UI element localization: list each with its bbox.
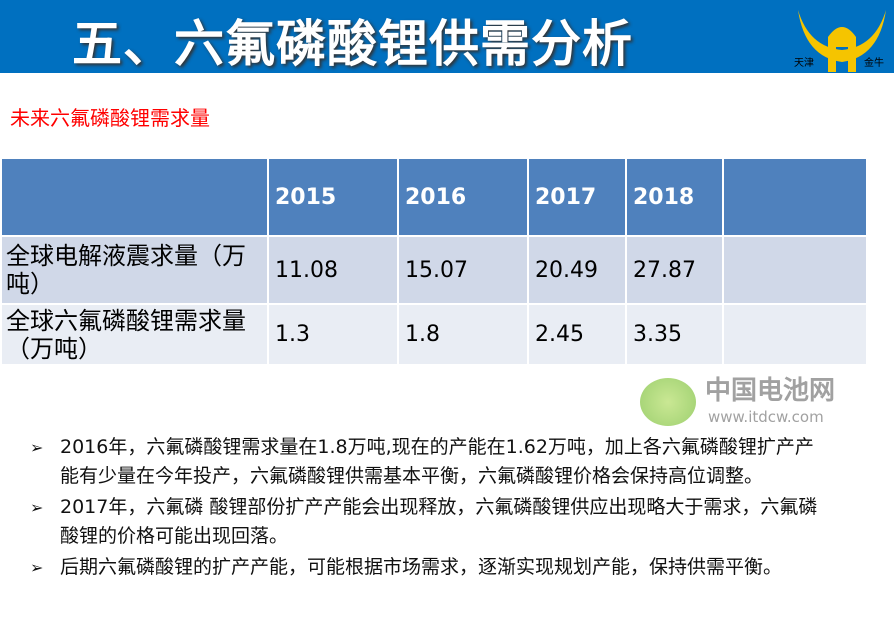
bullet-text: 2016年，六氟磷酸锂需求量在1.8万吨,现在的产能在1.62万吨，加上各六氟磷… — [60, 436, 814, 487]
bullet-item: ➢ 后期六氟磷酸锂的扩产产能，可能根据市场需求，逐渐实现规划产能，保持供需平衡。 — [30, 553, 830, 582]
header-cell: 2016 — [397, 157, 529, 237]
page-title: 五、六氟磷酸锂供需分析 — [72, 15, 633, 73]
bullet-list: ➢ 2016年，六氟磷酸锂需求量在1.8万吨,现在的产能在1.62万吨，加上各六氟… — [30, 433, 830, 584]
title-bar: 五、六氟磷酸锂供需分析 天津 金牛 — [0, 0, 894, 73]
table-cell: 1.3 — [267, 303, 399, 366]
table-cell: 3.35 — [625, 303, 724, 366]
row-label: 全球六氟磷酸锂需求量（万吨） — [0, 303, 269, 366]
header-cell: 2018 — [625, 157, 724, 237]
arrow-bullet-icon: ➢ — [30, 498, 44, 517]
table-cell: 15.07 — [397, 235, 529, 305]
watermark-name: 中国电池网 — [705, 376, 836, 406]
table-header-row: 2015 2016 2017 2018 — [0, 157, 868, 237]
header-cell — [722, 157, 868, 237]
table-cell — [722, 303, 868, 366]
table-cell: 20.49 — [527, 235, 627, 305]
logo-text-right: 金牛 — [864, 58, 884, 69]
bullet-item: ➢ 2017年，六氟磷 酸锂部份扩产产能会出现释放，六氟磷酸锂供应出现略大于需求，… — [30, 493, 830, 551]
row-label: 全球电解液震求量（万吨） — [0, 235, 269, 305]
bullet-text: 后期六氟磷酸锂的扩产产能，可能根据市场需求，逐渐实现规划产能，保持供需平衡。 — [60, 556, 783, 578]
section-subtitle: 未来六氟磷酸锂需求量 — [10, 106, 210, 130]
bull-logo-icon — [798, 10, 886, 72]
table-cell: 11.08 — [267, 235, 399, 305]
logo: 天津 金牛 — [790, 2, 894, 72]
table-cell: 27.87 — [625, 235, 724, 305]
header-cell — [0, 157, 269, 237]
arrow-bullet-icon: ➢ — [30, 558, 44, 577]
watermark-logo-icon — [640, 378, 696, 426]
table-cell: 1.8 — [397, 303, 529, 366]
header-cell: 2017 — [527, 157, 627, 237]
bullet-item: ➢ 2016年，六氟磷酸锂需求量在1.8万吨,现在的产能在1.62万吨，加上各六氟… — [30, 433, 830, 491]
table-row: 全球六氟磷酸锂需求量（万吨） 1.3 1.8 2.45 3.35 — [0, 303, 868, 366]
table-row: 全球电解液震求量（万吨） 11.08 15.07 20.49 27.87 — [0, 235, 868, 305]
header-cell: 2015 — [267, 157, 399, 237]
demand-table: 2015 2016 2017 2018 全球电解液震求量（万吨） 11.08 1… — [0, 157, 868, 366]
bullet-text: 2017年，六氟磷 酸锂部份扩产产能会出现释放，六氟磷酸锂供应出现略大于需求，六… — [60, 496, 818, 547]
table-cell — [722, 235, 868, 305]
table-cell: 2.45 — [527, 303, 627, 366]
watermark-url: www.itdcw.com — [708, 408, 824, 426]
logo-text-left: 天津 — [794, 58, 814, 69]
arrow-bullet-icon: ➢ — [30, 438, 44, 457]
